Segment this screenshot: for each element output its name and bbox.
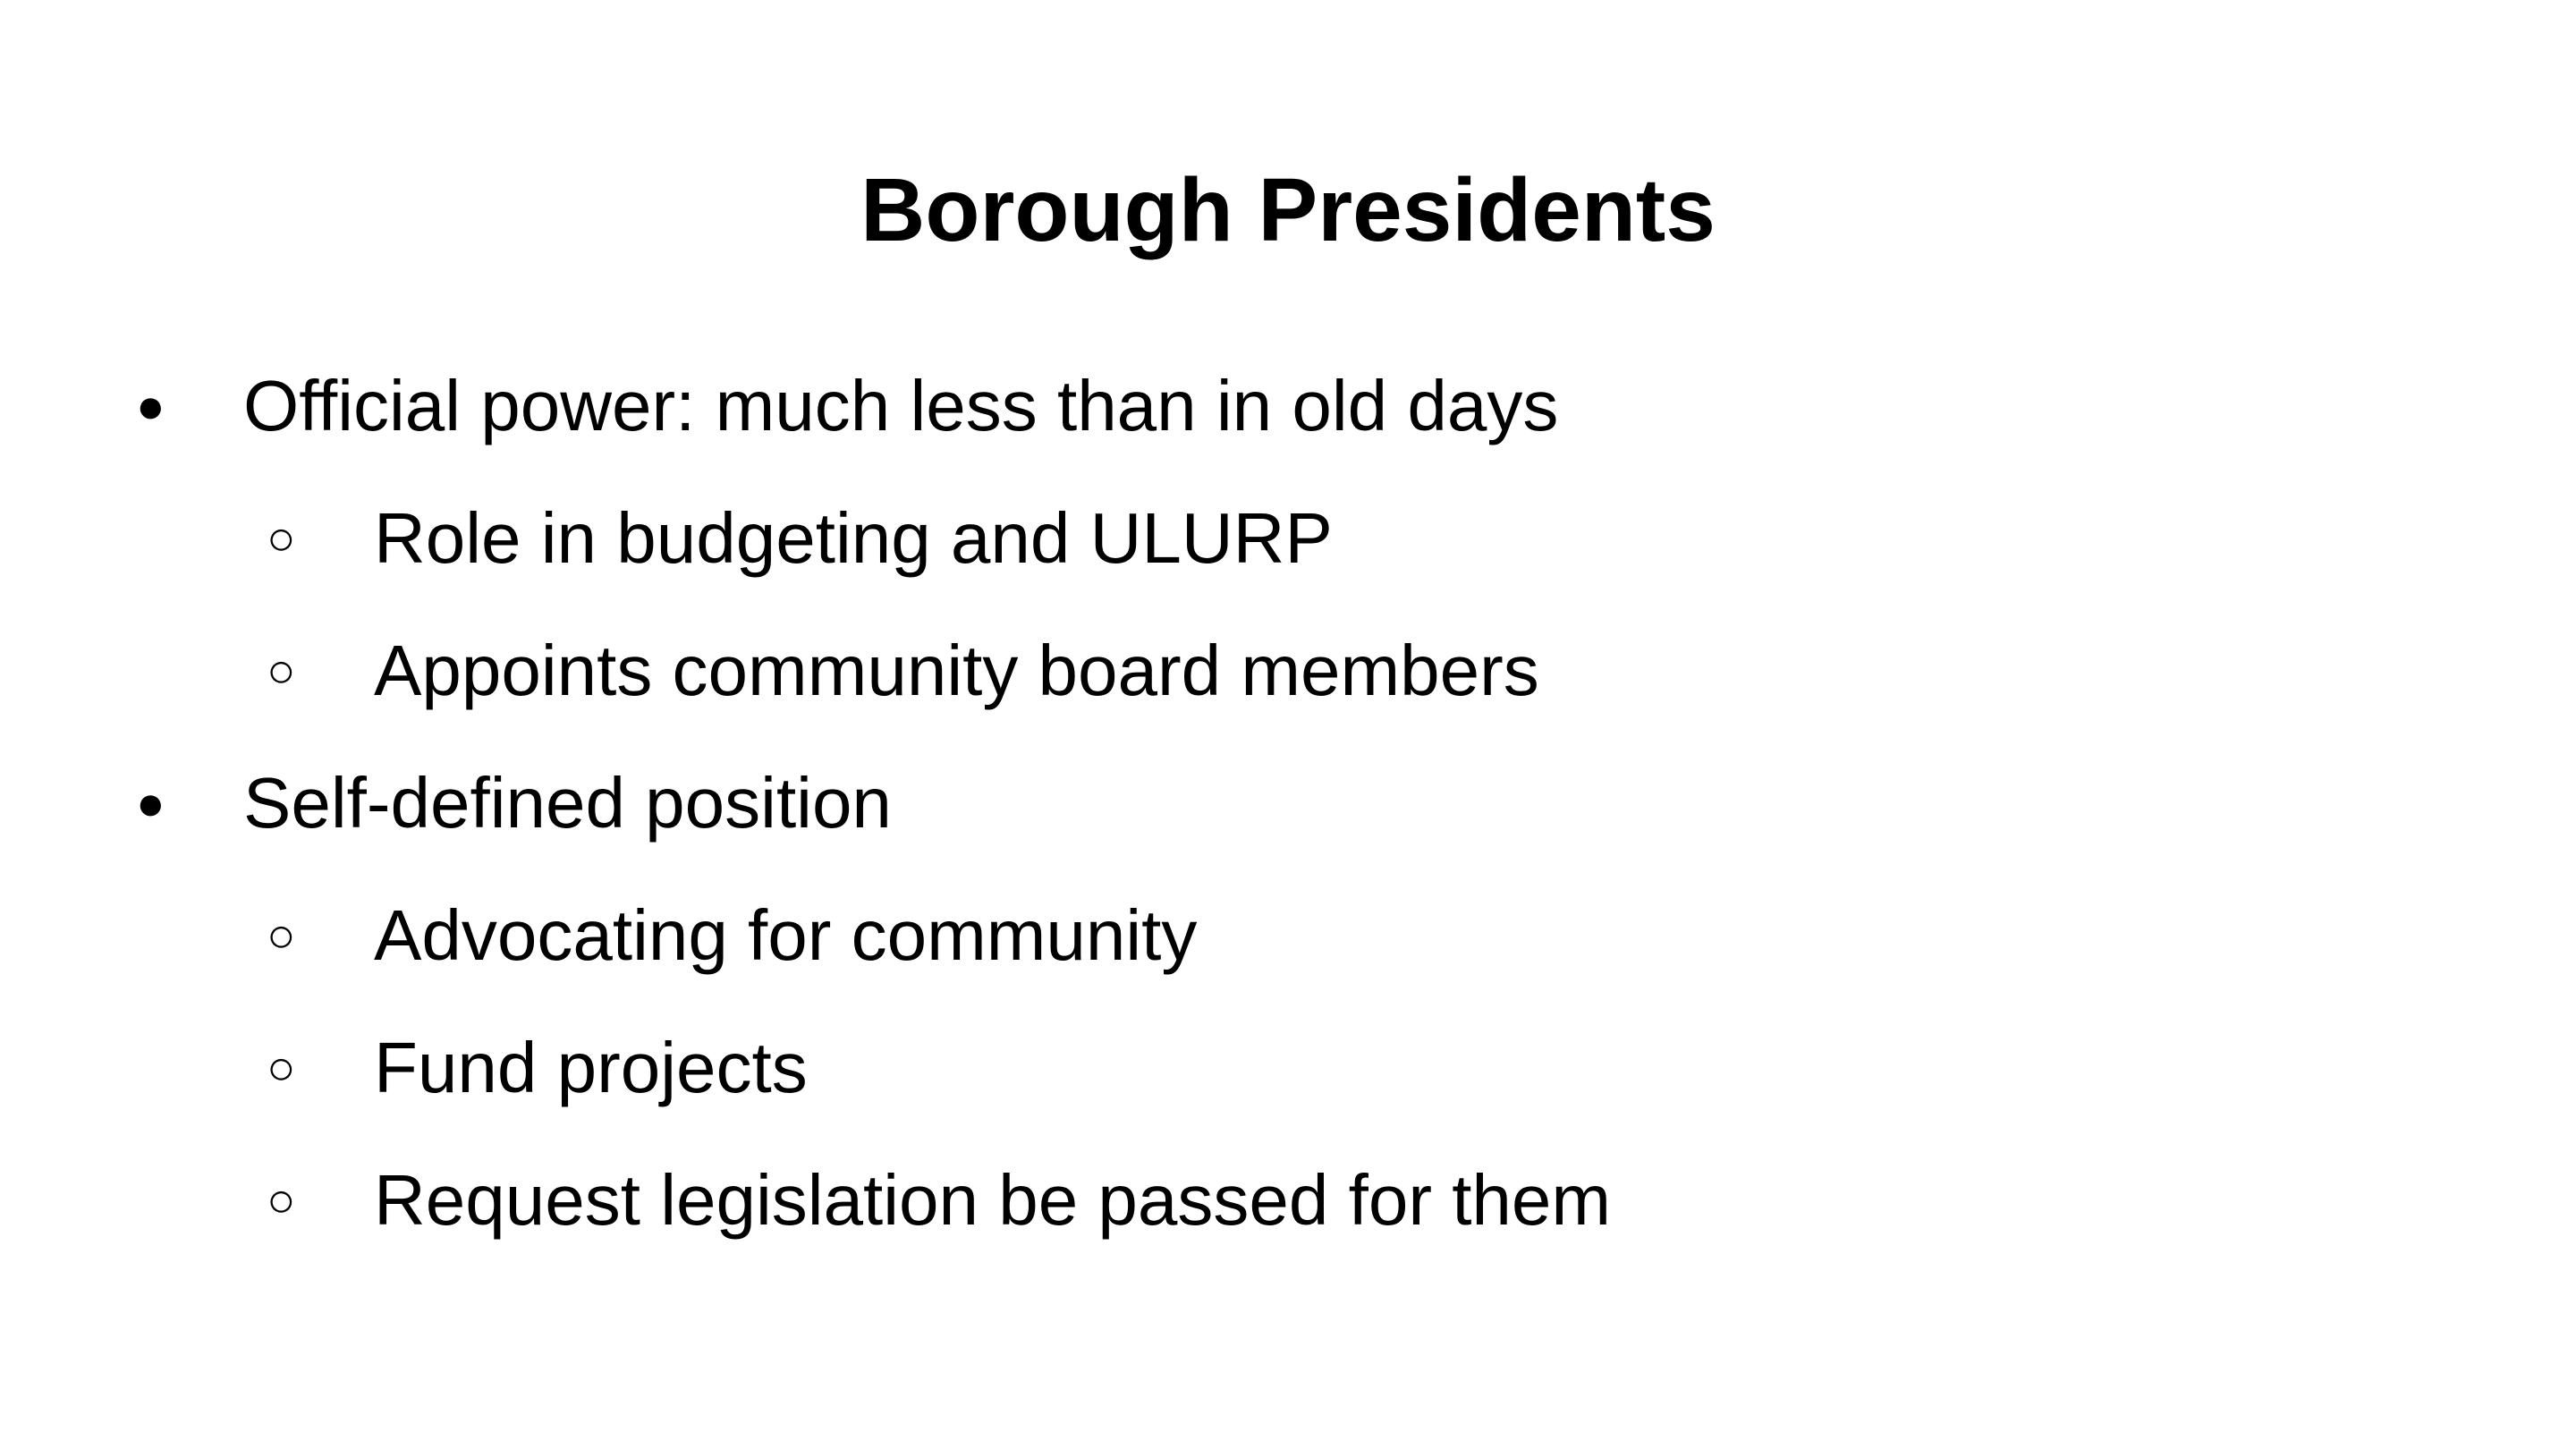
bullet-list: ● Official power: much less than in old … <box>0 340 2576 1267</box>
slide-title: Borough Presidents <box>860 160 1716 260</box>
sub-bullet-text: Role in budgeting and ULURP <box>374 498 1333 578</box>
hollow-bullet-icon: ○ <box>267 512 296 565</box>
bullet-item-official-power: ● Official power: much less than in old … <box>0 340 2576 472</box>
hollow-bullet-icon: ○ <box>267 1174 296 1227</box>
sub-bullet-item-budgeting: ○ Role in budgeting and ULURP <box>0 472 2576 605</box>
sub-bullet-item-fund-projects: ○ Fund projects <box>0 1002 2576 1134</box>
sub-bullet-item-advocating: ○ Advocating for community <box>0 869 2576 1002</box>
bullet-item-self-defined: ● Self-defined position <box>0 737 2576 869</box>
hollow-bullet-icon: ○ <box>267 1041 296 1095</box>
sub-bullet-item-appoints: ○ Appoints community board members <box>0 605 2576 737</box>
filled-bullet-icon: ● <box>136 776 165 830</box>
sub-bullet-text: Fund projects <box>374 1028 808 1107</box>
bullet-text: Self-defined position <box>243 763 892 843</box>
hollow-bullet-icon: ○ <box>267 644 296 698</box>
sub-bullet-text: Appoints community board members <box>374 631 1539 710</box>
sub-bullet-text: Request legislation be passed for them <box>374 1160 1612 1240</box>
sub-bullet-text: Advocating for community <box>374 895 1198 975</box>
hollow-bullet-icon: ○ <box>267 909 296 962</box>
sub-bullet-item-legislation: ○ Request legislation be passed for them <box>0 1134 2576 1267</box>
bullet-text: Official power: much less than in old da… <box>243 366 1559 445</box>
filled-bullet-icon: ● <box>136 379 165 433</box>
